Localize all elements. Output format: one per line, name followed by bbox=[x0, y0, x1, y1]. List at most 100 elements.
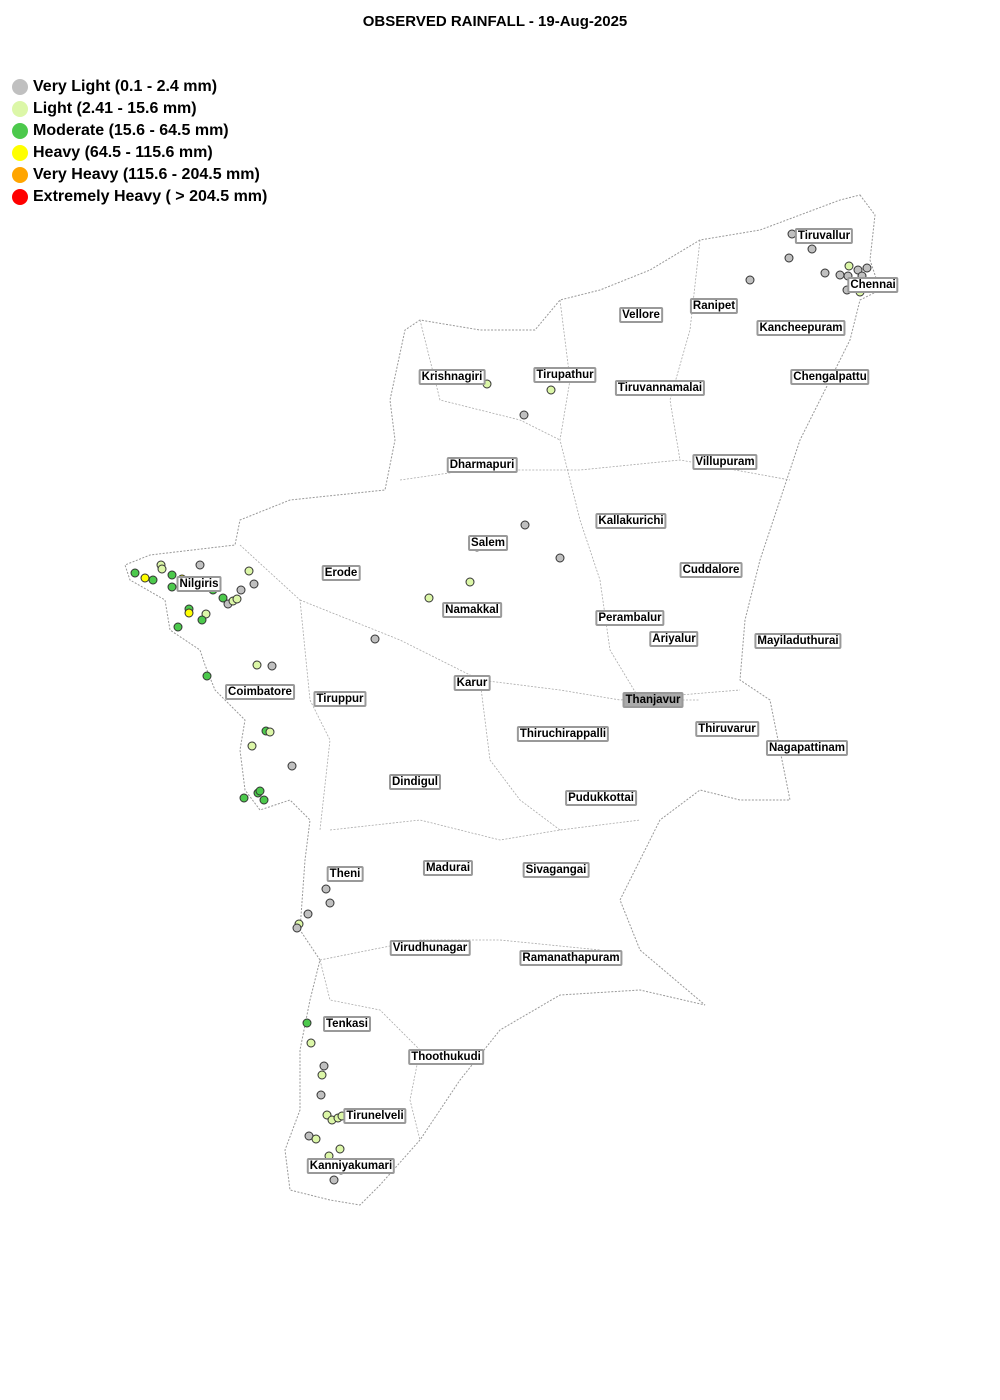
rain-station-marker bbox=[321, 884, 331, 894]
district-label-karur: Karur bbox=[453, 675, 491, 691]
rain-station-marker bbox=[239, 793, 249, 803]
rain-station-marker bbox=[302, 1018, 312, 1028]
district-label-kancheepuram: Kancheepuram bbox=[756, 320, 846, 336]
rain-station-marker bbox=[247, 741, 257, 751]
district-boundary bbox=[399, 459, 791, 481]
legend-item-light: Light (2.41 - 15.6 mm) bbox=[12, 98, 267, 120]
district-label-tiruvannamalai: Tiruvannamalai bbox=[614, 380, 706, 396]
rain-station-marker bbox=[325, 898, 335, 908]
rain-station-marker bbox=[259, 795, 269, 805]
rain-station-marker bbox=[835, 270, 845, 280]
rain-station-marker bbox=[862, 263, 872, 273]
district-label-ariyalur: Ariyalur bbox=[649, 631, 699, 647]
light-swatch bbox=[12, 101, 28, 117]
district-label-chengalpattu: Chengalpattu bbox=[790, 369, 870, 385]
legend-label: Extremely Heavy ( > 204.5 mm) bbox=[33, 188, 268, 205]
rain-station-marker bbox=[130, 568, 140, 578]
rain-station-marker bbox=[424, 593, 434, 603]
district-label-pudukkottai: Pudukkottai bbox=[565, 790, 637, 806]
district-label-tenkasi: Tenkasi bbox=[323, 1016, 371, 1032]
rain-station-marker bbox=[465, 577, 475, 587]
rain-station-marker bbox=[546, 385, 556, 395]
district-label-vellore: Vellore bbox=[619, 307, 663, 323]
district-label-nagapattinam: Nagapattinam bbox=[765, 740, 849, 756]
district-label-ranipet: Ranipet bbox=[689, 298, 739, 314]
legend-label: Heavy (64.5 - 115.6 mm) bbox=[33, 144, 213, 161]
legend-item-very-heavy: Very Heavy (115.6 - 204.5 mm) bbox=[12, 164, 267, 186]
heavy-swatch bbox=[12, 145, 28, 161]
rain-station-marker bbox=[311, 1134, 321, 1144]
rain-station-marker bbox=[195, 560, 205, 570]
district-boundary bbox=[329, 819, 641, 841]
rain-station-marker bbox=[844, 261, 854, 271]
rain-station-marker bbox=[520, 520, 530, 530]
district-label-namakkal: Namakkal bbox=[442, 602, 502, 618]
legend-item-heavy: Heavy (64.5 - 115.6 mm) bbox=[12, 142, 267, 164]
legend-label: Very Heavy (115.6 - 204.5 mm) bbox=[33, 166, 260, 183]
rain-station-marker bbox=[329, 1175, 339, 1185]
district-label-madurai: Madurai bbox=[422, 860, 474, 876]
rain-station-marker bbox=[252, 660, 262, 670]
district-label-virudhunagar: Virudhunagar bbox=[389, 940, 471, 956]
rain-station-marker bbox=[173, 622, 183, 632]
state-boundary bbox=[124, 194, 881, 1206]
rain-station-marker bbox=[555, 553, 565, 563]
legend-item-moderate: Moderate (15.6 - 64.5 mm) bbox=[12, 120, 267, 142]
rain-station-marker bbox=[232, 594, 242, 604]
district-label-salem: Salem bbox=[468, 535, 508, 551]
rain-station-marker bbox=[316, 1090, 326, 1100]
district-label-tiruppur: Tiruppur bbox=[313, 691, 367, 707]
district-boundary bbox=[419, 319, 561, 441]
district-boundary bbox=[669, 239, 701, 461]
district-label-dindigul: Dindigul bbox=[389, 774, 441, 790]
district-label-kallakurichi: Kallakurichi bbox=[595, 513, 667, 529]
rain-station-marker bbox=[197, 615, 207, 625]
district-label-sivagangai: Sivagangai bbox=[522, 862, 590, 878]
rain-station-marker bbox=[249, 579, 259, 589]
district-label-erode: Erode bbox=[321, 565, 361, 581]
extremely-heavy-swatch bbox=[12, 189, 28, 205]
rain-station-marker bbox=[148, 575, 158, 585]
rain-station-marker bbox=[218, 593, 228, 603]
very-light-swatch bbox=[12, 79, 28, 95]
rain-station-marker bbox=[519, 410, 529, 420]
rain-station-marker bbox=[157, 564, 167, 574]
rain-station-marker bbox=[202, 671, 212, 681]
district-label-coimbatore: Coimbatore bbox=[225, 684, 295, 700]
rain-station-marker bbox=[184, 608, 194, 618]
district-label-thoothukudi: Thoothukudi bbox=[408, 1049, 484, 1065]
rain-station-marker bbox=[244, 566, 254, 576]
district-label-chennai: Chennai bbox=[847, 277, 899, 293]
rain-station-marker bbox=[745, 275, 755, 285]
rain-station-marker bbox=[319, 1061, 329, 1071]
legend-label: Very Light (0.1 - 2.4 mm) bbox=[33, 78, 218, 95]
rain-station-marker bbox=[140, 573, 150, 583]
rain-station-marker bbox=[236, 585, 246, 595]
district-label-cuddalore: Cuddalore bbox=[679, 562, 743, 578]
very-heavy-swatch bbox=[12, 167, 28, 183]
rain-station-marker bbox=[335, 1144, 345, 1154]
district-label-thanjavur: Thanjavur bbox=[622, 692, 684, 708]
district-label-kanniyakumari: Kanniyakumari bbox=[306, 1158, 396, 1174]
district-label-perambalur: Perambalur bbox=[595, 610, 665, 626]
rain-station-marker bbox=[255, 786, 265, 796]
legend-item-very-light: Very Light (0.1 - 2.4 mm) bbox=[12, 76, 267, 98]
legend: Very Light (0.1 - 2.4 mm) Light (2.41 - … bbox=[12, 76, 267, 208]
district-boundary bbox=[319, 959, 421, 1141]
map-title: OBSERVED RAINFALL - 19-Aug-2025 bbox=[362, 13, 628, 30]
rain-station-marker bbox=[807, 244, 817, 254]
rain-station-marker bbox=[167, 570, 177, 580]
rain-station-marker bbox=[303, 909, 313, 919]
legend-label: Light (2.41 - 15.6 mm) bbox=[33, 100, 197, 117]
rain-station-marker bbox=[265, 727, 275, 737]
district-label-ramanathapuram: Ramanathapuram bbox=[519, 950, 623, 966]
rain-station-marker bbox=[370, 634, 380, 644]
district-label-thiruchirappalli: Thiruchirappalli bbox=[516, 726, 610, 742]
district-label-dharmapuri: Dharmapuri bbox=[446, 457, 518, 473]
district-label-tiruvallur: Tiruvallur bbox=[794, 228, 854, 244]
district-label-nilgiris: Nilgiris bbox=[176, 576, 222, 592]
district-label-thiruvarur: Thiruvarur bbox=[695, 721, 759, 737]
rain-station-marker bbox=[167, 582, 177, 592]
rain-station-marker bbox=[784, 253, 794, 263]
